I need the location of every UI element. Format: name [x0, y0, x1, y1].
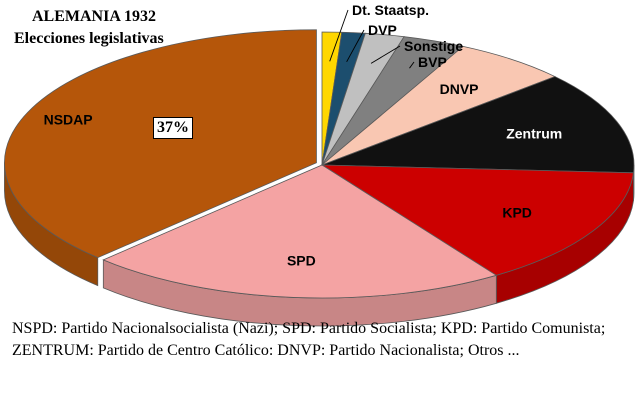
pie-tops [4, 29, 635, 299]
nsdap-percent-annotation: 37% [153, 117, 193, 139]
slice-label-bvp: BVP [418, 54, 447, 70]
slice-label-nsdap: NSDAP [44, 111, 93, 127]
slice-label-dvp: DVP [368, 22, 397, 38]
slice-label-zentrum: Zentrum [506, 126, 562, 142]
leader-line-dt-staatsp [329, 9, 349, 62]
slice-label-kpd: KPD [502, 204, 532, 220]
leader-line-bvp [409, 61, 415, 69]
pie-slice-kpd [320, 164, 634, 276]
chart-subtitle: Elecciones legislativas [14, 30, 164, 47]
slice-label-dt-staatsp: Dt. Staatsp. [352, 2, 429, 18]
pie-slice-nsdap [4, 29, 317, 259]
leader-line-dvp [346, 29, 365, 63]
slice-label-dnvp: DNVP [440, 81, 479, 97]
chart-title: ALEMANIA 1932 [32, 8, 157, 25]
caption-text: NSPD: Partido Nacionalsocialista (Nazi);… [12, 320, 606, 359]
pie-slice-spd [102, 164, 498, 299]
slice-label-sonstige: Sonstige [404, 38, 463, 54]
leader-line-sonstige [370, 45, 401, 64]
pie-slice-zentrum [321, 76, 635, 174]
slice-label-spd: SPD [287, 252, 316, 268]
